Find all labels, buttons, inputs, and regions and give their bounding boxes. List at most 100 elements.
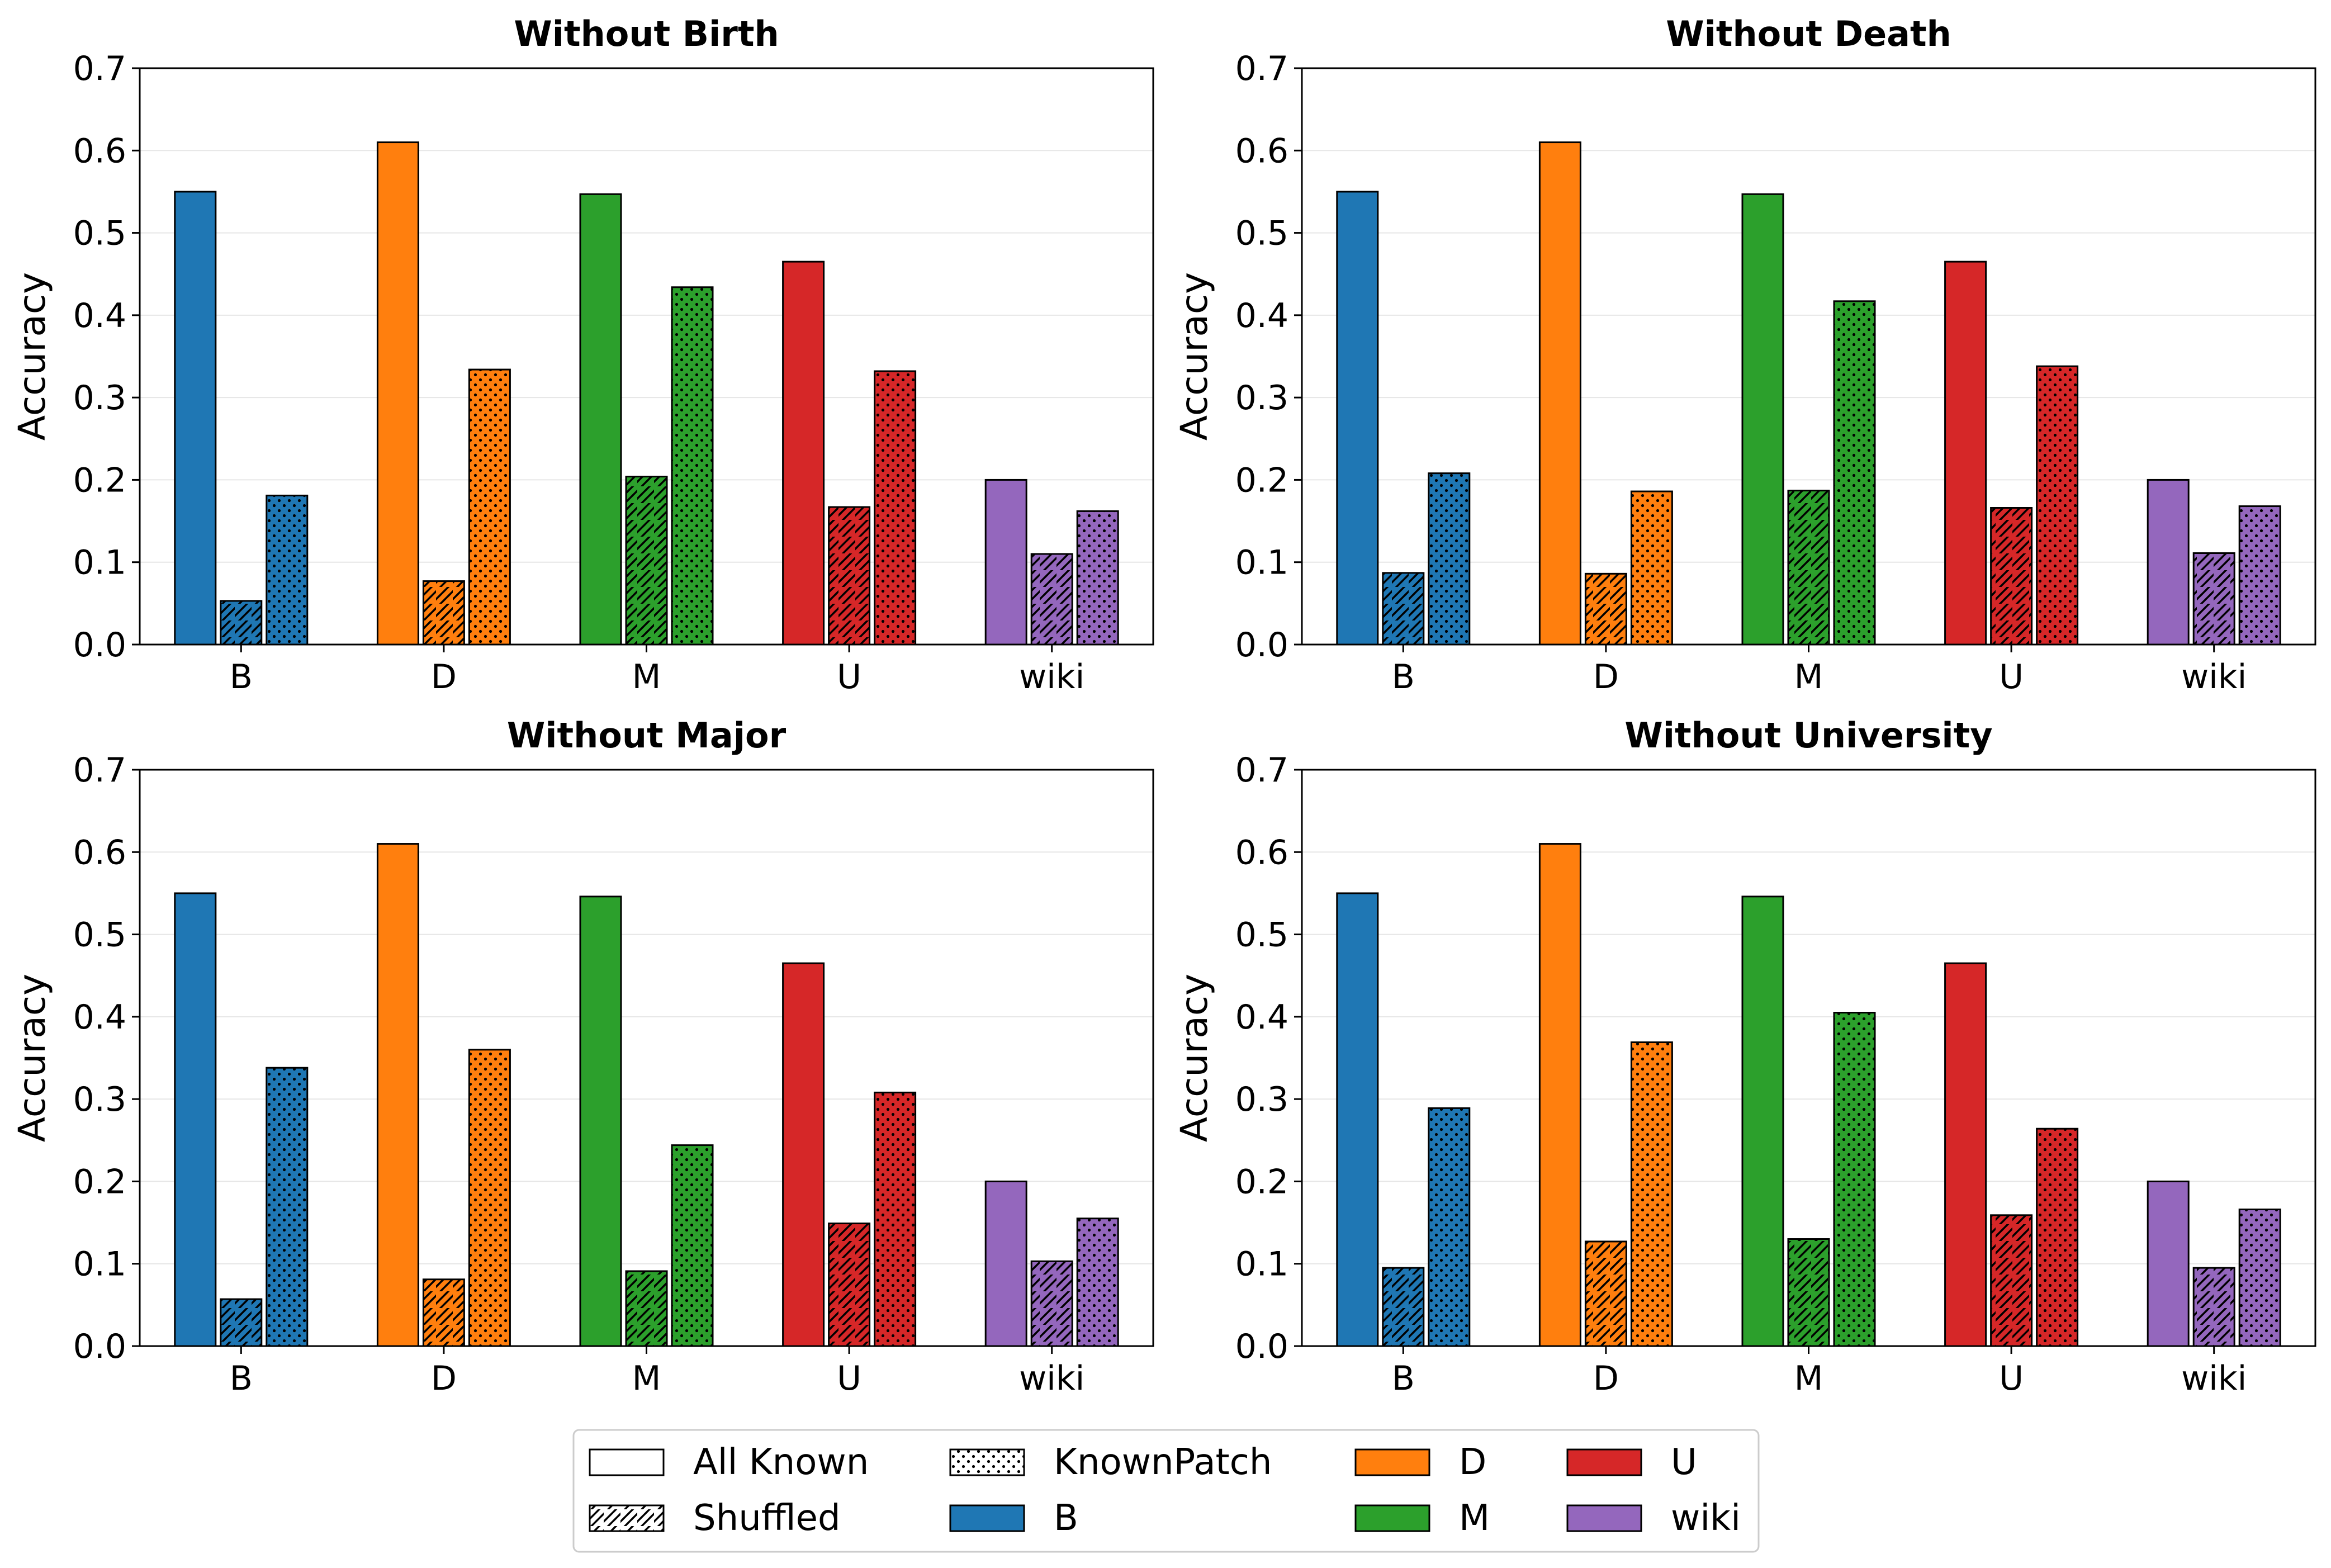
bar-M-dots (671, 286, 714, 646)
x-tick-label: D (1593, 657, 1619, 697)
x-tick-label: U (837, 1359, 861, 1398)
bar-B-dots (1428, 472, 1471, 646)
bar-B-none (1336, 892, 1379, 1347)
bar-wiki-none (2147, 479, 2190, 646)
bar-B-hatch (1382, 572, 1425, 646)
bar-D-hatch (1584, 1240, 1627, 1347)
x-tick-label: U (1999, 657, 2024, 697)
x-tick-label: D (431, 1359, 457, 1398)
x-tick-label: U (837, 657, 861, 697)
bar-wiki-dots (1076, 1218, 1119, 1347)
y-tick-label: 0.4 (1235, 998, 1288, 1037)
axes-frame (1301, 769, 2316, 1347)
y-tick-label: 0.5 (73, 214, 126, 253)
y-tick-label: 0.7 (1235, 751, 1288, 790)
legend-label: B (1054, 1498, 1078, 1539)
y-tick-label: 0.1 (1235, 1245, 1288, 1284)
legend-label: Shuffled (693, 1498, 841, 1539)
x-tick-label: wiki (2181, 657, 2247, 697)
x-tick-label: wiki (1019, 1359, 1084, 1398)
y-tick-label: 0.2 (1235, 1162, 1288, 1201)
bar-wiki-dots (2238, 1209, 2281, 1347)
legend-label: D (1459, 1442, 1486, 1483)
x-tick-label: M (632, 1359, 661, 1398)
legend-swatch (589, 1448, 665, 1476)
x-tick-label: D (1593, 1359, 1619, 1398)
bar-M-hatch (625, 476, 668, 646)
y-tick-label: 0.2 (73, 461, 126, 500)
bar-wiki-dots (1076, 510, 1119, 646)
bar-D-hatch (1584, 572, 1627, 646)
y-tick-label: 0.0 (73, 1327, 126, 1366)
y-tick-label: 0.2 (1235, 461, 1288, 500)
bar-M-dots (1833, 300, 1876, 646)
bar-D-dots (1630, 490, 1673, 646)
y-axis-label: Accuracy (1173, 272, 1216, 440)
chart-title: Without University (1624, 715, 1992, 756)
y-tick-label: 0.3 (1235, 1080, 1288, 1119)
x-tick-label: M (1794, 657, 1823, 697)
chart-title: Without Birth (514, 13, 779, 54)
legend-swatch (589, 1504, 665, 1532)
x-tick-label: wiki (1019, 657, 1084, 697)
chart-title: Without Major (507, 715, 787, 756)
bar-U-none (1944, 962, 1987, 1347)
bar-U-hatch (1990, 507, 2033, 646)
y-tick-label: 0.4 (73, 296, 126, 335)
y-tick-label: 0.3 (73, 378, 126, 418)
bar-B-dots (266, 1067, 309, 1347)
x-tick-label: B (230, 1359, 253, 1398)
y-tick-label: 0.5 (1235, 916, 1288, 955)
x-tick-label: B (1392, 1359, 1415, 1398)
bar-wiki-hatch (1030, 1260, 1073, 1347)
bar-D-none (376, 141, 419, 646)
y-tick-label: 0.7 (1235, 49, 1288, 88)
bar-B-hatch (220, 1298, 263, 1347)
y-tick-label: 0.3 (73, 1080, 126, 1119)
bar-B-hatch (220, 600, 263, 646)
y-tick-label: 0.1 (73, 1245, 126, 1284)
y-tick-label: 0.0 (73, 626, 126, 665)
y-tick-label: 0.6 (1235, 833, 1288, 872)
bar-U-dots (2036, 365, 2079, 646)
bar-M-dots (671, 1144, 714, 1347)
bar-M-none (579, 896, 622, 1347)
bar-B-none (174, 892, 217, 1347)
x-tick-label: U (1999, 1359, 2024, 1398)
bar-U-dots (874, 370, 917, 646)
x-tick-label: D (431, 657, 457, 697)
bar-U-dots (2036, 1128, 2079, 1347)
bar-M-none (1741, 193, 1784, 646)
bar-D-none (1538, 141, 1581, 646)
legend-swatch (949, 1504, 1025, 1532)
y-axis-label: Accuracy (11, 272, 54, 440)
y-tick-label: 0.4 (1235, 296, 1288, 335)
axes-frame (139, 769, 1154, 1347)
bar-D-dots (468, 368, 511, 646)
bar-M-none (1741, 896, 1784, 1347)
bar-D-none (376, 843, 419, 1347)
y-tick-label: 0.5 (1235, 214, 1288, 253)
legend-swatch (1354, 1448, 1430, 1476)
y-tick-label: 0.6 (73, 131, 126, 170)
y-tick-label: 0.5 (73, 916, 126, 955)
bar-D-dots (1630, 1041, 1673, 1347)
legend-swatch (1354, 1504, 1430, 1532)
x-tick-label: B (230, 657, 253, 697)
y-tick-label: 0.1 (1235, 543, 1288, 582)
x-tick-label: B (1392, 657, 1415, 697)
bar-wiki-none (984, 479, 1027, 646)
legend-label: M (1459, 1498, 1490, 1539)
legend-label: U (1671, 1442, 1697, 1483)
y-tick-label: 0.7 (73, 49, 126, 88)
y-axis-label: Accuracy (11, 974, 54, 1142)
bar-U-none (1944, 260, 1987, 646)
bar-B-none (174, 191, 217, 646)
bar-M-dots (1833, 1011, 1876, 1347)
y-tick-label: 0.3 (1235, 378, 1288, 418)
